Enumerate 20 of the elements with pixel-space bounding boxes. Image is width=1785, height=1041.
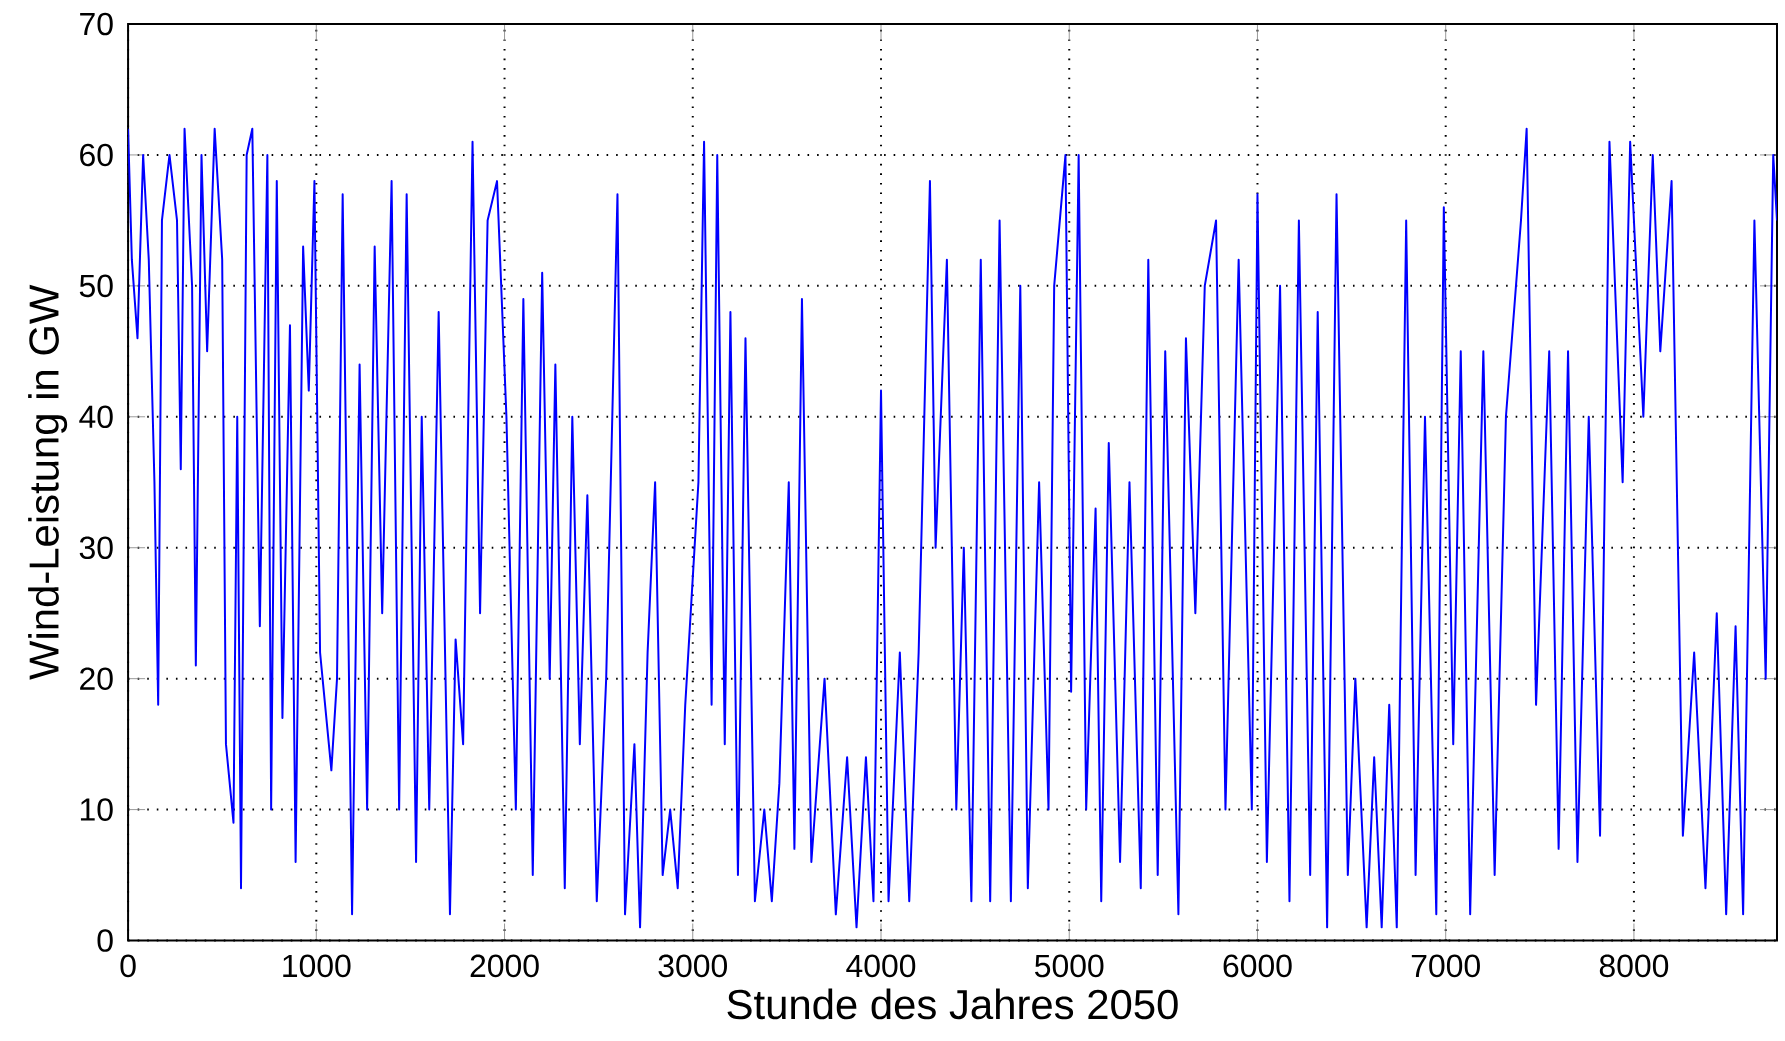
- y-tick-label: 40: [79, 405, 113, 429]
- x-tick-label: 0: [120, 954, 136, 978]
- y-tick-label: 30: [79, 536, 113, 560]
- y-tick-label: 10: [80, 798, 113, 822]
- y-tick-label: 0: [97, 929, 113, 953]
- x-tick-label: 2000: [470, 954, 539, 978]
- x-tick-label: 6000: [1223, 954, 1292, 978]
- y-axis-title: Wind-Leistung in GW: [28, 284, 68, 681]
- line-series: [128, 127, 1777, 929]
- y-tick-label: 70: [80, 12, 113, 36]
- x-axis-title: Stunde des Jahres 2050: [727, 988, 1178, 1020]
- x-tick-label: 7000: [1411, 954, 1480, 978]
- x-tick-label: 8000: [1599, 954, 1669, 978]
- x-tick-label: 5000: [1035, 954, 1104, 978]
- y-tick-label: 50: [79, 274, 113, 298]
- x-tick-label: 3000: [658, 954, 727, 978]
- x-tick-label: 4000: [846, 954, 916, 978]
- y-tick-label: 60: [80, 143, 113, 167]
- x-tick-label: 1000: [283, 954, 351, 978]
- y-tick-label: 20: [80, 667, 113, 691]
